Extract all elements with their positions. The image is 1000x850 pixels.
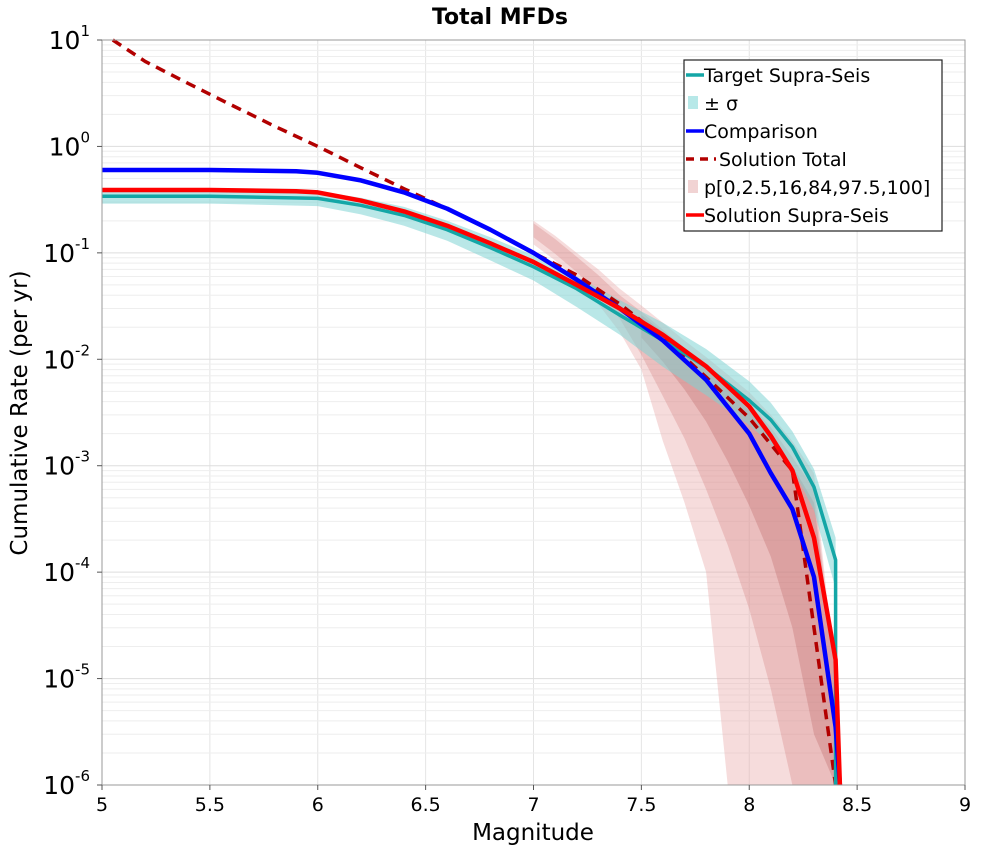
x-tick-label: 9	[959, 794, 971, 816]
x-tick-label: 7	[527, 794, 539, 816]
legend-comparison-label: Comparison	[704, 121, 818, 143]
y-tick-label: 10-3	[43, 448, 90, 481]
x-tick-label: 8	[743, 794, 755, 816]
legend-solution-total-label: Solution Total	[719, 149, 847, 171]
y-axis-label: Cumulative Rate (per yr)	[7, 270, 33, 555]
data-series	[102, 38, 843, 786]
x-tick-label: 5	[96, 794, 108, 816]
legend: Target Supra-Seis ± σ Comparison Solution T…	[683, 59, 943, 232]
x-tick-label: 5.5	[195, 794, 225, 816]
series-comparison	[102, 167, 843, 786]
legend--label: ± σ	[704, 93, 738, 115]
y-tick-label: 10-2	[43, 341, 90, 374]
y-tick-label: 10-1	[43, 235, 90, 268]
band-p-0-2-5-16-84-97-5-100-outer	[533, 220, 840, 786]
y-tick-label: 10-6	[43, 767, 90, 800]
legend-p-0-2-5-16-84-97-5-100-swatch	[688, 180, 698, 193]
x-axis-ticks: 5 5.5 6 6.5 7 7.5 8 8.5 9	[96, 785, 971, 816]
x-tick-label: 7.5	[626, 794, 656, 816]
legend-target-supra-seis-label: Target Supra-Seis	[703, 65, 870, 87]
legend-p-0-2-5-16-84-97-5-100-label: p[0,2.5,16,84,97.5,100]	[704, 177, 930, 199]
y-axis-ticks: 101 100 10-1 10-2 10-3 10-4 10-5 10-6	[43, 22, 102, 800]
y-tick-label: 10-5	[43, 661, 90, 694]
series-target-supra-seis	[102, 194, 838, 785]
band-p-0-2-5-16-84-97-5-100-middle	[533, 223, 840, 785]
legend-box	[683, 59, 943, 232]
y-tick-label: 10-4	[43, 554, 90, 587]
legend-solution-supra-seis-label: Solution Supra-Seis	[704, 205, 889, 227]
series-solution-supra-seis	[102, 187, 843, 786]
legend--swatch	[688, 96, 698, 109]
x-tick-label: 6.5	[411, 794, 441, 816]
y-tick-label: 101	[49, 22, 90, 55]
y-tick-label: 100	[49, 128, 90, 161]
x-tick-label: 8.5	[842, 794, 872, 816]
x-tick-label: 6	[312, 794, 324, 816]
chart-title: Total MFDs	[432, 5, 568, 30]
x-axis-label: Magnitude	[472, 820, 594, 846]
